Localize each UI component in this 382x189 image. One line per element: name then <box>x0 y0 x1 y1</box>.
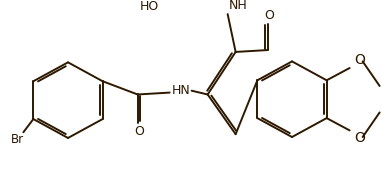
Text: HN: HN <box>171 84 190 97</box>
Text: O: O <box>265 9 275 22</box>
Text: Br: Br <box>11 133 24 146</box>
Text: NH: NH <box>228 0 247 12</box>
Text: HO: HO <box>140 0 159 13</box>
Text: O: O <box>354 53 365 67</box>
Text: O: O <box>135 125 144 138</box>
Text: O: O <box>354 131 365 145</box>
